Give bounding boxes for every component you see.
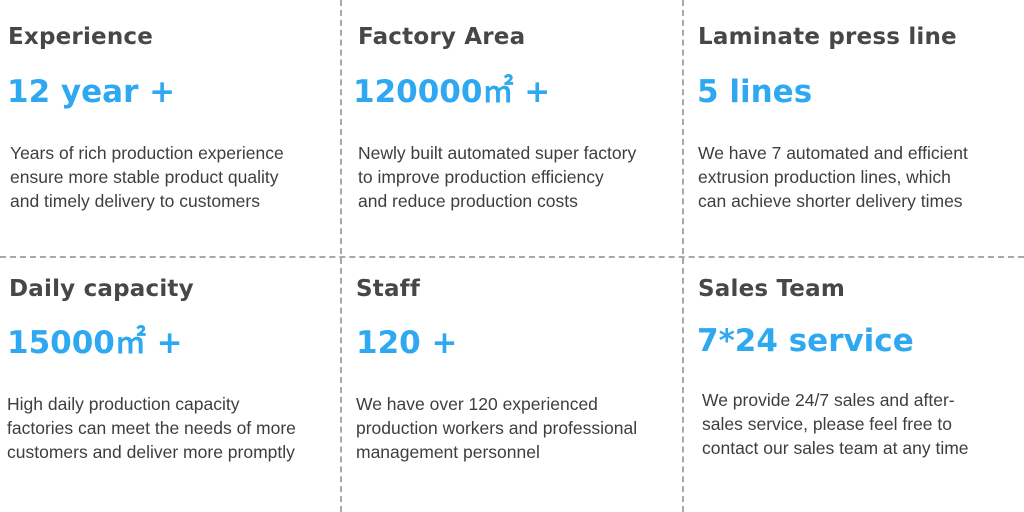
- description-line: customers and deliver more promptly: [7, 442, 295, 462]
- description-line: factories can meet the needs of more: [7, 418, 296, 438]
- description-line: management personnel: [356, 442, 540, 462]
- stat-value: 7*24 service: [697, 323, 914, 359]
- stat-value: 12 year +: [7, 74, 176, 110]
- stat-title: Experience: [8, 24, 154, 50]
- stat-title: Factory Area: [358, 24, 526, 50]
- description-line: We have 7 automated and efficient: [698, 143, 968, 163]
- stat-value: 5 lines: [697, 74, 813, 110]
- stat-value: 120000㎡ +: [353, 74, 551, 110]
- description-line: sales service, please feel free to: [702, 414, 952, 434]
- stat-value: 120 +: [356, 325, 458, 361]
- stat-description: Newly built automated super factory to im…: [358, 141, 636, 213]
- stat-description: High daily production capacity factories …: [7, 392, 296, 464]
- stat-description: We have 7 automated and efficient extrusi…: [698, 141, 968, 213]
- description-line: Years of rich production experience: [10, 143, 284, 163]
- stat-description: We provide 24/7 sales and after-sales se…: [702, 388, 969, 460]
- stat-title: Staff: [356, 276, 421, 302]
- description-line: and timely delivery to customers: [10, 191, 260, 211]
- description-line: production workers and professional: [356, 418, 638, 438]
- description-line: High daily production capacity: [7, 394, 240, 414]
- stat-value: 15000㎡ +: [7, 325, 183, 361]
- stat-title: Laminate press line: [698, 24, 957, 50]
- description-line: and reduce production costs: [358, 191, 578, 211]
- description-line: We provide 24/7 sales and after-: [702, 390, 955, 410]
- description-line: can achieve shorter delivery times: [698, 191, 963, 211]
- description-line: Newly built automated super factory: [358, 143, 637, 163]
- divider-horizontal: [0, 256, 1024, 258]
- description-line: contact our sales team at any time: [702, 438, 969, 458]
- stat-title: Daily capacity: [9, 276, 194, 302]
- description-line: extrusion production lines, which: [698, 167, 951, 187]
- stat-description: Years of rich production experience ensur…: [10, 141, 284, 213]
- stat-description: We have over 120 experienced production w…: [356, 392, 637, 464]
- stat-title: Sales Team: [698, 276, 845, 302]
- description-line: ensure more stable product quality: [10, 167, 279, 187]
- description-line: We have over 120 experienced: [356, 394, 598, 414]
- description-line: to improve production efficiency: [358, 167, 604, 187]
